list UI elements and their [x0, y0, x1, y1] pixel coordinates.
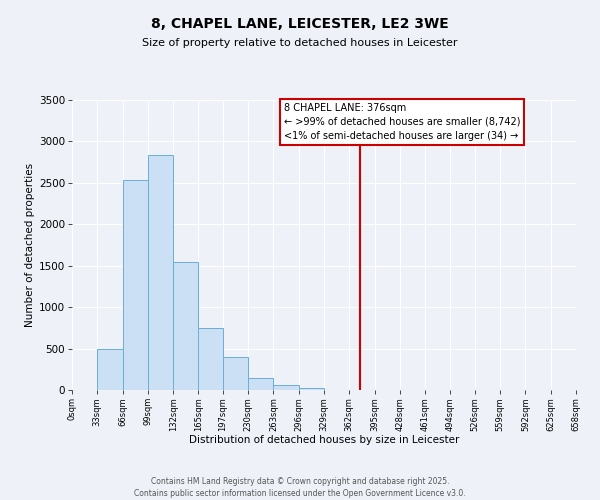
Bar	[299, 388, 324, 390]
Bar	[248, 378, 274, 390]
Bar	[97, 350, 122, 390]
Bar	[274, 386, 299, 390]
Text: 8, CHAPEL LANE, LEICESTER, LE2 3WE: 8, CHAPEL LANE, LEICESTER, LE2 3WE	[151, 18, 449, 32]
X-axis label: Distribution of detached houses by size in Leicester: Distribution of detached houses by size …	[189, 435, 459, 445]
Bar	[199, 328, 223, 390]
Bar	[148, 154, 173, 390]
Bar	[223, 358, 248, 390]
Text: Size of property relative to detached houses in Leicester: Size of property relative to detached ho…	[142, 38, 458, 48]
Bar	[122, 180, 148, 390]
Text: 8 CHAPEL LANE: 376sqm
← >99% of detached houses are smaller (8,742)
<1% of semi-: 8 CHAPEL LANE: 376sqm ← >99% of detached…	[284, 103, 520, 141]
Text: Contains public sector information licensed under the Open Government Licence v3: Contains public sector information licen…	[134, 489, 466, 498]
Bar	[173, 262, 199, 390]
Y-axis label: Number of detached properties: Number of detached properties	[25, 163, 35, 327]
Text: Contains HM Land Registry data © Crown copyright and database right 2025.: Contains HM Land Registry data © Crown c…	[151, 478, 449, 486]
